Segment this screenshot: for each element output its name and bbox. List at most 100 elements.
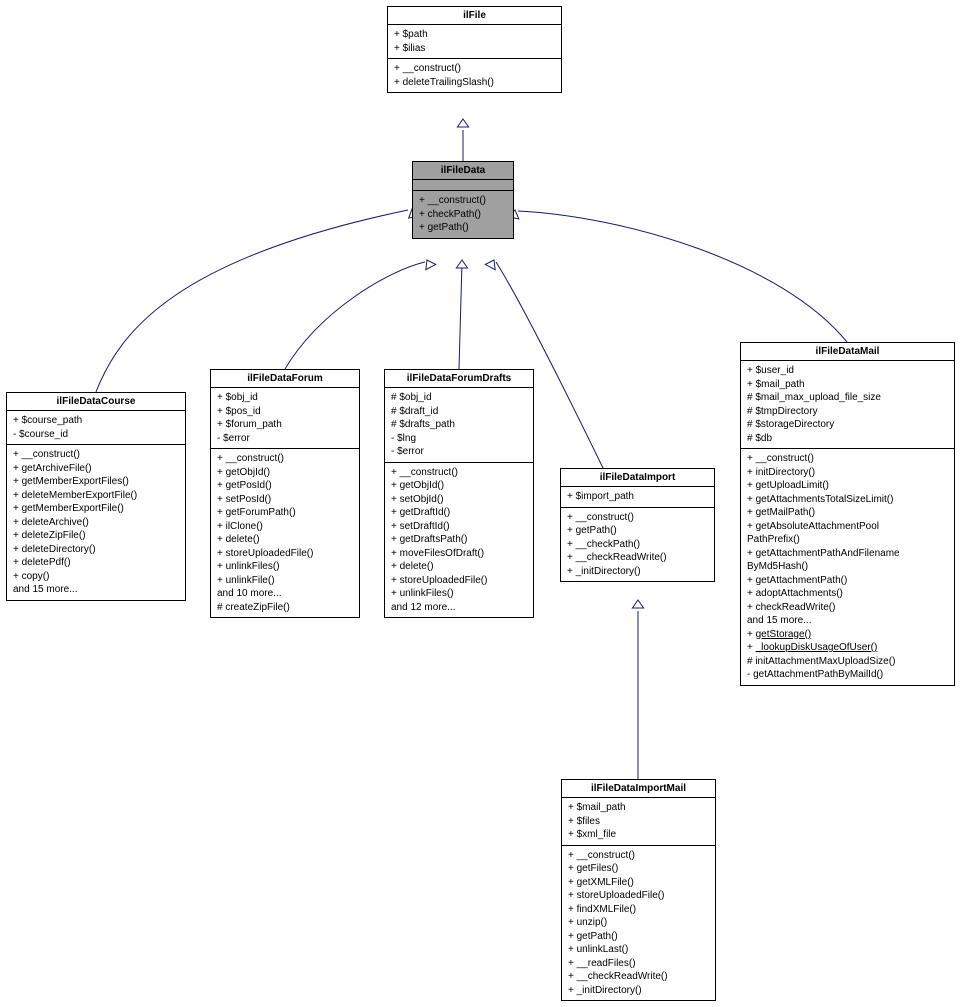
class-method: + getPosId() (217, 479, 353, 493)
class-method: + getArchiveFile() (13, 462, 179, 476)
class-name: ilFileDataForum (211, 370, 359, 388)
class-attribute: + $obj_id (217, 391, 353, 405)
class-method: # initAttachmentMaxUploadSize() (747, 655, 948, 669)
class-ilFileDataForum: ilFileDataForum+ $obj_id+ $pos_id+ $foru… (210, 369, 360, 618)
class-method: + storeUploadedFile() (217, 547, 353, 561)
class-ilFileDataImportMail: ilFileDataImportMail + $mail_path+ $files… (561, 779, 716, 1001)
class-attribute: + $mail_path (747, 378, 948, 392)
class-method: + unzip() (568, 916, 709, 930)
class-method: + getForumPath() (217, 506, 353, 520)
arrowhead-icon (426, 260, 436, 270)
class-attribute: + $files (568, 815, 709, 829)
class-method: + __construct() (217, 452, 353, 466)
class-method: + initDirectory() (747, 466, 948, 480)
class-methods: + __construct()+ initDirectory()+ getUpl… (741, 449, 954, 685)
class-method: + setObjId() (391, 493, 527, 507)
class-method: + deleteDirectory() (13, 543, 179, 557)
class-method: + _initDirectory() (568, 984, 709, 998)
class-method: + __construct() (568, 849, 709, 863)
class-methods: + __construct()+ getObjId()+ setObjId() +… (385, 463, 533, 618)
class-attribute: # $mail_max_upload_file_size (747, 391, 948, 405)
class-attribute: + $ilias (394, 42, 555, 56)
class-attribute: + $forum_path (217, 418, 353, 432)
class-method: + setDraftId() (391, 520, 527, 534)
class-name: ilFileDataMail (741, 343, 954, 361)
class-method: + unlinkFile() (217, 574, 353, 588)
class-method: + __checkPath() (567, 538, 708, 552)
class-methods: + __construct()+ deleteTrailingSlash() (388, 59, 561, 92)
class-attribute: + $user_id (747, 364, 948, 378)
class-method: + getObjId() (217, 466, 353, 480)
class-method: - getAttachmentPathByMailId() (747, 668, 948, 682)
class-ilFileDataCourse: ilFileDataCourse+ $course_path- $course_… (6, 392, 186, 601)
arrowhead-icon (456, 260, 467, 268)
class-method: + _lookupDiskUsageOfUser() (747, 641, 948, 655)
class-method: + getPath() (567, 524, 708, 538)
class-method: + __checkReadWrite() (568, 970, 709, 984)
class-method: and 15 more... (13, 583, 179, 597)
class-attribute: # $drafts_path (391, 418, 527, 432)
class-ilFileDataForumDrafts: ilFileDataForumDrafts# $obj_id# $draft_i… (384, 369, 534, 618)
class-method: + copy() (13, 570, 179, 584)
class-method: + moveFilesOfDraft() (391, 547, 527, 561)
class-ilFile: ilFile+ $path+ $ilias+ __construct()+ de… (387, 6, 562, 93)
class-ilFileData: ilFileData+ __construct()+ checkPath()+ … (412, 161, 514, 239)
class-method: + getPath() (568, 930, 709, 944)
class-method: + getAttachmentPath() (747, 574, 948, 588)
class-name: ilFileDataImportMail (562, 780, 715, 798)
class-method: + getObjId() (391, 479, 527, 493)
class-method: + deleteArchive() (13, 516, 179, 530)
class-method: + adoptAttachments() (747, 587, 948, 601)
class-method: + deleteTrailingSlash() (394, 76, 555, 90)
class-name: ilFileDataImport (561, 469, 714, 487)
inheritance-edge (518, 211, 847, 342)
class-method: + storeUploadedFile() (568, 889, 709, 903)
class-method: + getMailPath() (747, 506, 948, 520)
class-method: + deleteMemberExportFile() (13, 489, 179, 503)
class-method: + __readFiles() (568, 957, 709, 971)
class-method: + findXMLFile() (568, 903, 709, 917)
class-method: + getMemberExportFile() (13, 502, 179, 516)
class-attributes: + $import_path (561, 487, 714, 508)
class-name: ilFileDataCourse (7, 393, 185, 411)
class-method: + checkPath() (419, 208, 507, 222)
class-attributes: + $path+ $ilias (388, 25, 561, 59)
class-method: # createZipFile() (217, 601, 353, 615)
class-attributes: # $obj_id# $draft_id# $drafts_path- $lng… (385, 388, 533, 463)
class-ilFileDataImport: ilFileDataImport + $import_path + __constr… (560, 468, 715, 582)
class-method: + getAbsoluteAttachmentPool (747, 520, 948, 534)
class-method: + storeUploadedFile() (391, 574, 527, 588)
class-method: + delete() (391, 560, 527, 574)
class-method: + getMemberExportFiles() (13, 475, 179, 489)
class-method: PathPrefix() (747, 533, 948, 547)
class-method: + __construct() (567, 511, 708, 525)
class-attributes: + $obj_id+ $pos_id+ $forum_path- $error (211, 388, 359, 449)
class-attribute: # $draft_id (391, 405, 527, 419)
class-method: and 12 more... (391, 601, 527, 615)
class-attribute: - $error (217, 432, 353, 446)
arrowhead-icon (485, 260, 495, 270)
class-method: + getXMLFile() (568, 876, 709, 890)
class-method: + setPosId() (217, 493, 353, 507)
class-method: + unlinkFiles() (391, 587, 527, 601)
class-name: ilFileDataForumDrafts (385, 370, 533, 388)
class-name: ilFile (388, 7, 561, 25)
class-method: and 10 more... (217, 587, 353, 601)
class-attribute: - $lng (391, 432, 527, 446)
class-method: + checkReadWrite() (747, 601, 948, 615)
class-method: + delete() (217, 533, 353, 547)
class-attribute: # $obj_id (391, 391, 527, 405)
class-attribute: + $import_path (567, 490, 708, 504)
class-methods: + __construct()+ checkPath()+ getPath() (413, 191, 513, 238)
class-attribute: # $tmpDirectory (747, 405, 948, 419)
class-attribute: + $xml_file (568, 828, 709, 842)
class-methods: + __construct()+ getFiles()+ getXMLFile(… (562, 846, 715, 1001)
arrowhead-icon (632, 600, 643, 608)
class-attribute: # $db (747, 432, 948, 446)
class-method: + getAttachmentsTotalSizeLimit() (747, 493, 948, 507)
class-method: + __construct() (394, 62, 555, 76)
class-method: + __construct() (391, 466, 527, 480)
class-attribute: + $mail_path (568, 801, 709, 815)
class-attribute: - $error (391, 445, 527, 459)
class-attribute: + $course_path (13, 414, 179, 428)
